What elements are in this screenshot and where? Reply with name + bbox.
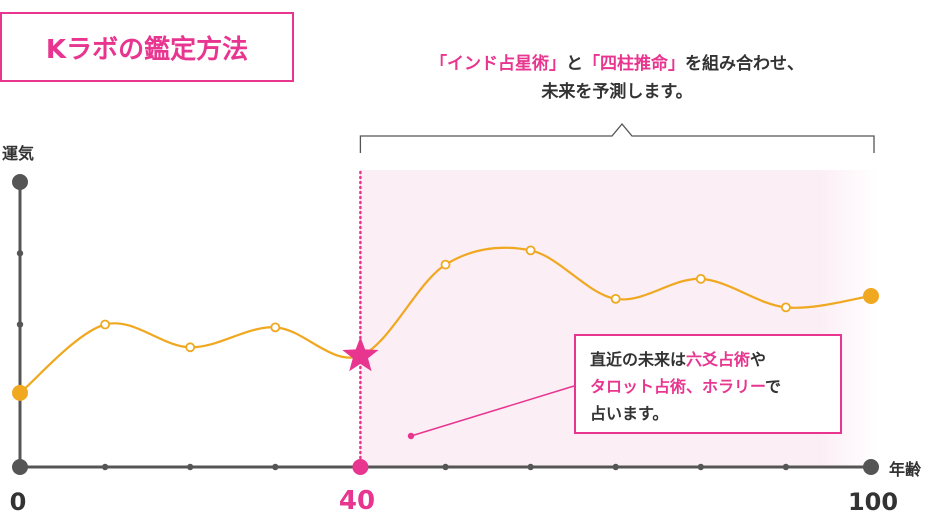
method-headline: 「インド占星術」と「四柱推命」を組み合わせ、 未来を予測します。	[360, 50, 874, 106]
callout-pointer-dot	[407, 432, 415, 440]
headline-indian-astrology: 「インド占星術」	[430, 54, 566, 74]
curve-end-point	[863, 288, 879, 304]
curve-point	[525, 245, 536, 256]
y-axis-tick	[16, 250, 24, 257]
curve-point	[695, 273, 706, 284]
callout-line-2: タロット占術、ホラリーで	[590, 373, 826, 400]
headline-line-2: 未来を予測します。	[541, 82, 693, 102]
x-axis-tick	[697, 463, 704, 471]
x-axis-tick	[442, 463, 449, 471]
headline-four-pillars: 「四柱推命」	[583, 54, 685, 74]
x-axis-tick	[782, 463, 790, 471]
callout-text-a: 直近の未来は	[590, 350, 687, 369]
x-axis-label: 年齢	[889, 460, 922, 479]
x-tick-label-100: 100	[847, 488, 899, 516]
y-axis-label: 運気	[2, 144, 35, 163]
curve-end-point	[12, 384, 28, 401]
future-bracket	[359, 122, 875, 153]
curve-point	[610, 293, 621, 304]
callout-line-3: 占います。	[590, 404, 669, 423]
x-axis-end-dot	[863, 459, 879, 475]
x-tick-label-0: 0	[9, 488, 27, 516]
headline-line-1: 「インド占星術」と「四柱推命」を組み合わせ、	[360, 50, 874, 78]
headline-combine-text: を組み合わせ、	[685, 54, 804, 74]
y-axis-tick	[16, 321, 24, 328]
y-axis-end-dot	[12, 174, 28, 190]
x-axis-tick	[187, 463, 194, 471]
curve-point	[185, 342, 196, 353]
x-axis-tick	[101, 463, 109, 471]
x-axis-tick	[612, 463, 619, 471]
page-title: Kラボの鑑定方法	[0, 12, 294, 82]
x-axis-tick	[527, 463, 534, 471]
curve-point	[100, 319, 110, 330]
age-marker-dot	[352, 459, 369, 475]
x-axis-tick	[272, 463, 279, 471]
callout-text-c: で	[765, 377, 782, 396]
callout-tarot-horary: タロット占術、ホラリー	[590, 377, 766, 396]
curve-point	[270, 322, 281, 333]
callout-pointer	[410, 385, 575, 437]
callout-text-b: や	[750, 350, 767, 369]
near-future-callout: 直近の未来は六爻占術や タロット占術、ホラリーで 占います。	[574, 334, 842, 434]
callout-liuyao: 六爻占術	[686, 350, 751, 369]
origin-dot	[12, 459, 28, 475]
curve-point	[440, 259, 451, 270]
callout-line-1: 直近の未来は六爻占術や	[590, 346, 826, 373]
x-tick-label-40: 40	[338, 486, 376, 516]
headline-connector: と	[566, 54, 583, 74]
curve-point	[781, 302, 791, 313]
